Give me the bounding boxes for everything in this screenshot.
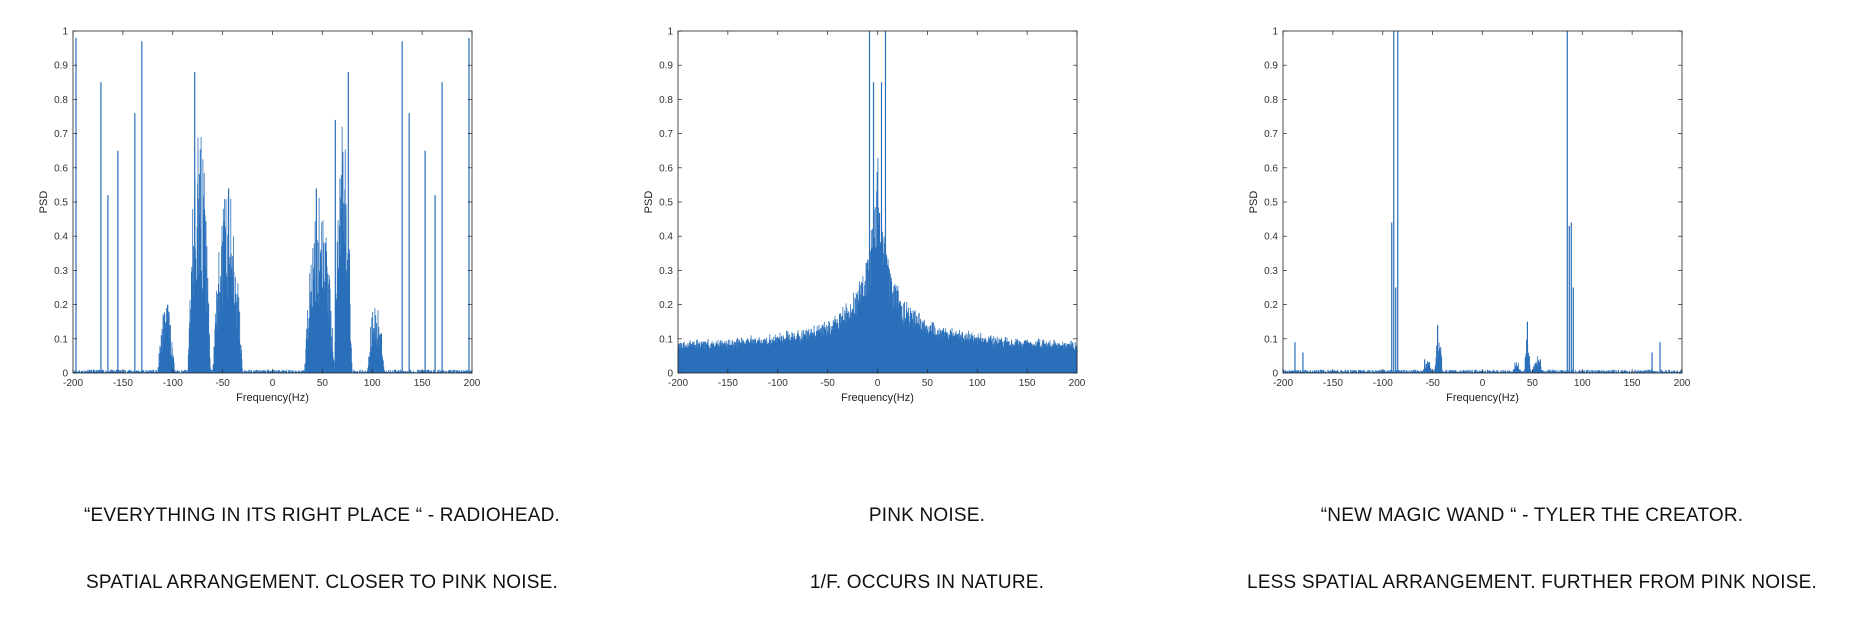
x-tick-label: 150	[1019, 378, 1036, 389]
caption-note: SPATIAL ARRANGEMENT. CLOSER TO PINK NOIS…	[86, 572, 558, 593]
x-axis-label: Frequency(Hz)	[1446, 392, 1519, 404]
caption-title: PINK NOISE.	[868, 505, 986, 526]
caption-note: LESS SPATIAL ARRANGEMENT. FURTHER FROM P…	[1247, 572, 1817, 593]
y-tick-label: 0.4	[659, 232, 673, 243]
y-tick-label: 0.9	[659, 61, 673, 72]
y-tick-label: 0.2	[54, 300, 68, 311]
y-tick-label: 0.8	[659, 95, 673, 106]
psd-chart-tyler: -200 -150 -100 -50 0 50 100 150 200 0 0.1 0.2 0.3 0.4…	[1248, 27, 1691, 405]
chart-panel-pink-noise: -200 -150 -100 -50 0 50 100 150 200 0 0.1 0.2 0.3 0.4…	[627, 0, 1227, 644]
y-tick-label: 0.3	[659, 266, 673, 277]
x-tick-label: -100	[1373, 378, 1393, 389]
psd-trace	[73, 126, 473, 373]
y-tick-label: 0.6	[54, 163, 68, 174]
y-axis-label: PSD	[1248, 191, 1260, 214]
y-tick-label: 0.1	[1264, 334, 1278, 345]
y-tick-label: 1	[62, 27, 68, 38]
x-tick-label: 150	[1624, 378, 1641, 389]
y-tick-label: 0.3	[1264, 266, 1278, 277]
psd-chart-radiohead: -200 -150 -100 -50 0 50 100 150 200 0 0.1 0.2 0.3 0.4…	[38, 27, 481, 405]
x-tick-label: 50	[1527, 378, 1539, 389]
x-tick-label: -150	[113, 378, 133, 389]
x-tick-label: 50	[317, 378, 329, 389]
y-tick-label: 0.2	[659, 300, 673, 311]
x-tick-label: -100	[768, 378, 788, 389]
y-tick-label: 0.9	[54, 61, 68, 72]
psd-trace	[677, 157, 1078, 373]
x-tick-label: -200	[1273, 378, 1293, 389]
x-tick-label: -50	[820, 378, 835, 389]
y-tick-label: 0.4	[54, 232, 68, 243]
y-tick-label: 0	[62, 369, 68, 380]
x-tick-label: 200	[1069, 378, 1086, 389]
y-tick-label: 0.8	[1264, 95, 1278, 106]
x-tick-label: -150	[1323, 378, 1343, 389]
x-axis-label: Frequency(Hz)	[841, 392, 914, 404]
y-axis-label: PSD	[38, 191, 50, 214]
y-tick-label: 0.6	[659, 163, 673, 174]
x-tick-label: -50	[1425, 378, 1440, 389]
caption-note: 1/F. OCCURS IN NATURE.	[809, 572, 1045, 593]
x-tick-label: -200	[668, 378, 688, 389]
y-tick-label: 1	[667, 27, 673, 38]
y-tick-label: 0.3	[54, 266, 68, 277]
y-tick-label: 0.5	[54, 198, 68, 209]
y-axis-label: PSD	[643, 191, 655, 214]
y-tick-label: 0.7	[54, 129, 68, 140]
x-tick-label: 100	[364, 378, 381, 389]
caption-title: “EVERYTHING IN ITS RIGHT PLACE “ - RADIO…	[84, 505, 560, 526]
x-tick-label: 200	[1674, 378, 1691, 389]
psd-chart-pink-noise: -200 -150 -100 -50 0 50 100 150 200 0 0.1 0.2 0.3 0.4…	[643, 27, 1086, 405]
y-tick-label: 0.2	[1264, 300, 1278, 311]
y-tick-label: 0	[1272, 369, 1278, 380]
y-tick-label: 0.7	[659, 129, 673, 140]
caption-title: “NEW MAGIC WAND “ - TYLER THE CREATOR.	[1320, 505, 1744, 526]
y-tick-label: 0.9	[1264, 61, 1278, 72]
x-tick-label: -200	[63, 378, 83, 389]
y-tick-label: 0.7	[1264, 129, 1278, 140]
x-tick-label: 100	[1574, 378, 1591, 389]
y-tick-label: 1	[1272, 27, 1278, 38]
y-tick-label: 0	[667, 369, 673, 380]
y-tick-label: 0.5	[659, 198, 673, 209]
y-tick-label: 0.4	[1264, 232, 1278, 243]
x-tick-label: 200	[464, 378, 481, 389]
x-tick-label: -100	[163, 378, 183, 389]
x-tick-label: 0	[1480, 378, 1486, 389]
chart-panel-radiohead: -200 -150 -100 -50 0 50 100 150 200 0 0.1 0.2 0.3 0.4…	[22, 0, 622, 644]
y-tick-label: 0.1	[54, 334, 68, 345]
x-tick-label: -150	[718, 378, 738, 389]
psd-trace	[1283, 339, 1683, 373]
plot-frame	[1282, 30, 1683, 374]
x-tick-label: -50	[215, 378, 230, 389]
y-tick-label: 0.6	[1264, 163, 1278, 174]
y-tick-label: 0.5	[1264, 198, 1278, 209]
chart-panel-tyler: -200 -150 -100 -50 0 50 100 150 200 0 0.1 0.2 0.3 0.4…	[1232, 0, 1832, 644]
y-tick-label: 0.8	[54, 95, 68, 106]
x-tick-label: 150	[414, 378, 431, 389]
x-tick-label: 0	[270, 378, 276, 389]
x-tick-label: 100	[969, 378, 986, 389]
x-tick-label: 50	[922, 378, 934, 389]
plot-frame	[72, 30, 473, 374]
x-tick-label: 0	[875, 378, 881, 389]
x-axis-label: Frequency(Hz)	[236, 392, 309, 404]
y-tick-label: 0.1	[659, 334, 673, 345]
